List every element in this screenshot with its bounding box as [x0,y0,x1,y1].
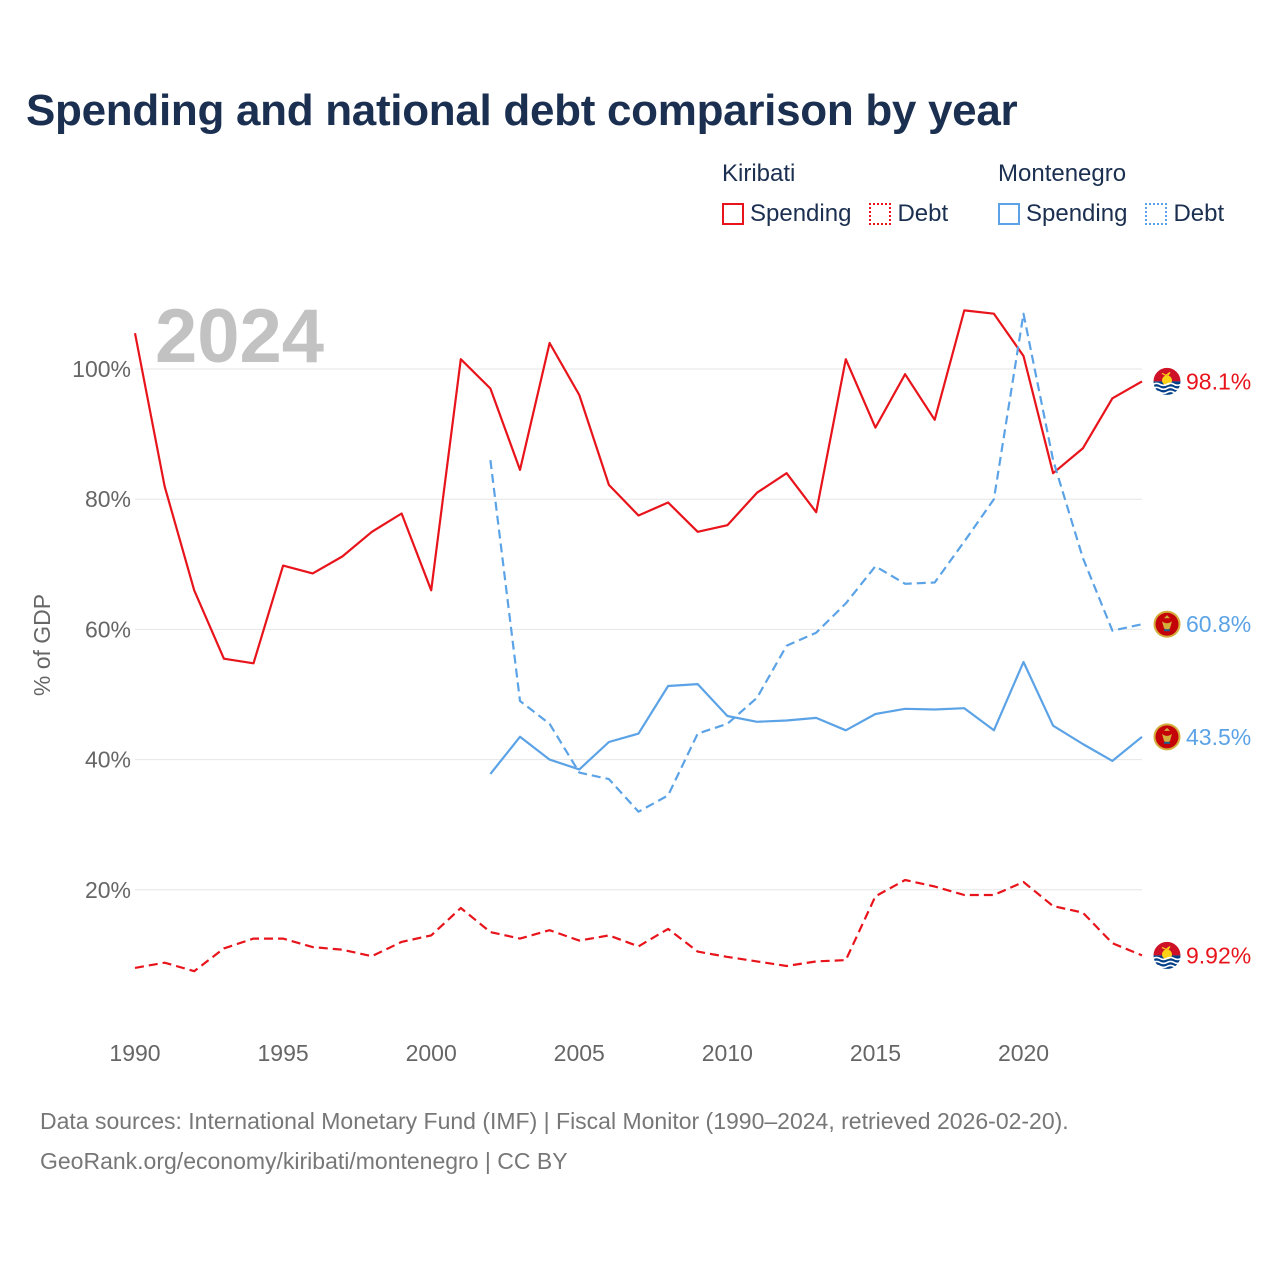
kiribati-flag-icon [1153,367,1181,396]
legend-item-montenegro-spending[interactable]: Spending [998,200,1127,228]
legend-country-montenegro: Montenegro [998,160,1127,187]
x-tick-label: 1995 [258,1040,309,1066]
x-tick-label: 2000 [406,1040,457,1066]
legend-swatch-solid-icon [998,203,1020,225]
series-line-kiribati-spending[interactable] [133,309,1143,665]
y-tick-label: 80% [85,486,131,512]
y-tick-label: 20% [85,877,131,903]
x-tick-label: 2015 [850,1040,901,1066]
legend-item-kiribati-debt[interactable]: Debt [869,200,948,228]
end-value-label: 60.8% [1186,611,1251,637]
legend-country-kiribati: Kiribati [722,160,796,187]
chart-title: Spending and national debt comparison by… [26,86,1018,135]
end-labels: 98.1% 9.92% 43.5% 60.8% [1152,366,1251,970]
series-lines [133,309,1143,973]
end-value-label: 98.1% [1186,368,1251,394]
data-source-note: Data sources: International Monetary Fun… [40,1108,1069,1134]
legend-swatch-dotted-icon [1145,203,1168,225]
x-axis-ticks: 1990 1995 2000 2005 2010 2015 2020 [109,1040,1049,1066]
y-tick-label: 40% [85,747,131,773]
legend-item-kiribati-spending[interactable]: Spending [722,200,851,228]
legend-item-montenegro-debt[interactable]: Debt [1145,200,1224,228]
y-tick-label: 100% [72,356,131,382]
end-value-label: 43.5% [1186,724,1251,750]
end-marker [1152,940,1182,970]
end-value-label: 9.92% [1186,942,1251,968]
y-axis-ticks: 20% 40% 60% 80% 100% [72,356,131,903]
legend-label: Spending [750,200,852,227]
x-tick-label: 2010 [702,1040,753,1066]
gridlines [135,368,1142,891]
legend-swatch-dotted-icon [869,203,892,225]
series-line-montenegro-debt[interactable] [489,312,1143,813]
legend-group-montenegro: Montenegro Spending Debt [998,160,1242,228]
end-marker [1152,609,1182,639]
y-axis-label: % of GDP [29,594,55,696]
credit-link[interactable]: GeoRank.org/economy/kiribati/montenegro … [40,1148,568,1174]
x-tick-label: 1990 [109,1040,160,1066]
legend-group-kiribati: Kiribati Spending Debt [722,160,966,228]
montenegro-flag-icon [1153,722,1181,751]
series-line-kiribati-debt[interactable] [134,878,1143,973]
y-tick-label: 60% [85,616,131,642]
legend-label: Spending [1026,200,1128,227]
end-marker [1152,366,1182,396]
legend-swatch-solid-icon [722,203,744,225]
x-tick-label: 2020 [998,1040,1049,1066]
x-tick-label: 2005 [554,1040,605,1066]
series-line-montenegro-spending[interactable] [489,660,1143,775]
legend-label: Debt [897,200,949,227]
year-watermark: 2024 [155,294,324,379]
montenegro-flag-icon [1153,610,1181,639]
line-chart: 2024 20% 40% 60% 80% 100% 1990 1995 2000 2005 20… [29,294,1251,1066]
end-marker [1152,722,1182,752]
legend-label: Debt [1173,200,1225,227]
